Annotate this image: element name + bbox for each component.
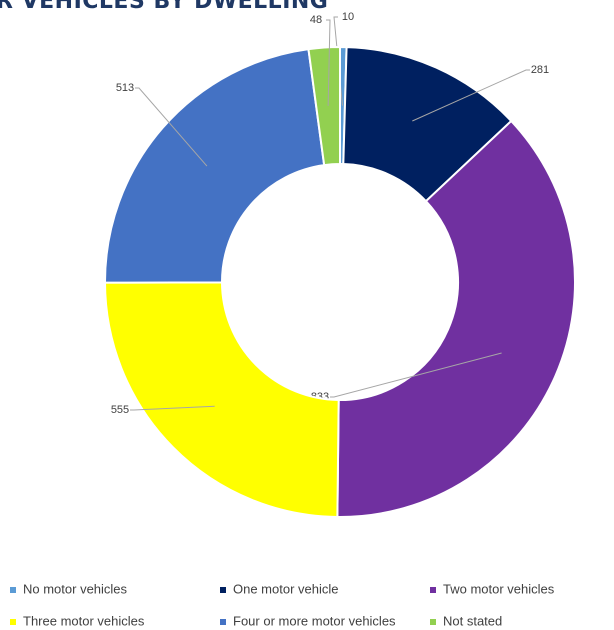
donut-segment [336,119,576,518]
legend-label: Two motor vehicles [443,581,555,596]
legend-marker [10,619,16,625]
legend-marker [220,619,226,625]
legend-marker [10,587,16,593]
leader-line [326,19,331,106]
data-label: 555 [111,404,129,416]
leader-line [135,87,208,167]
data-label: 48 [310,14,322,26]
data-label: 10 [342,11,354,23]
legend-marker [430,587,436,593]
legend-label: Four or more motor vehicles [233,613,396,628]
donut-segment [103,281,340,518]
donut-segment [104,48,326,284]
donut-segment [307,45,341,167]
legend-label: Three motor vehicles [23,613,145,628]
chart-title: R VEHICLES BY DWELLING [0,0,328,14]
legend-marker [430,619,436,625]
data-label: 513 [116,82,134,94]
leader-line [130,405,215,411]
legend-marker [220,587,226,593]
legend-label: One motor vehicle [233,581,339,596]
data-label: 281 [531,64,549,76]
leader-line [330,352,502,398]
legend-label: Not stated [443,613,502,628]
leader-line [412,69,530,122]
legend-label: No motor vehicles [23,581,128,596]
